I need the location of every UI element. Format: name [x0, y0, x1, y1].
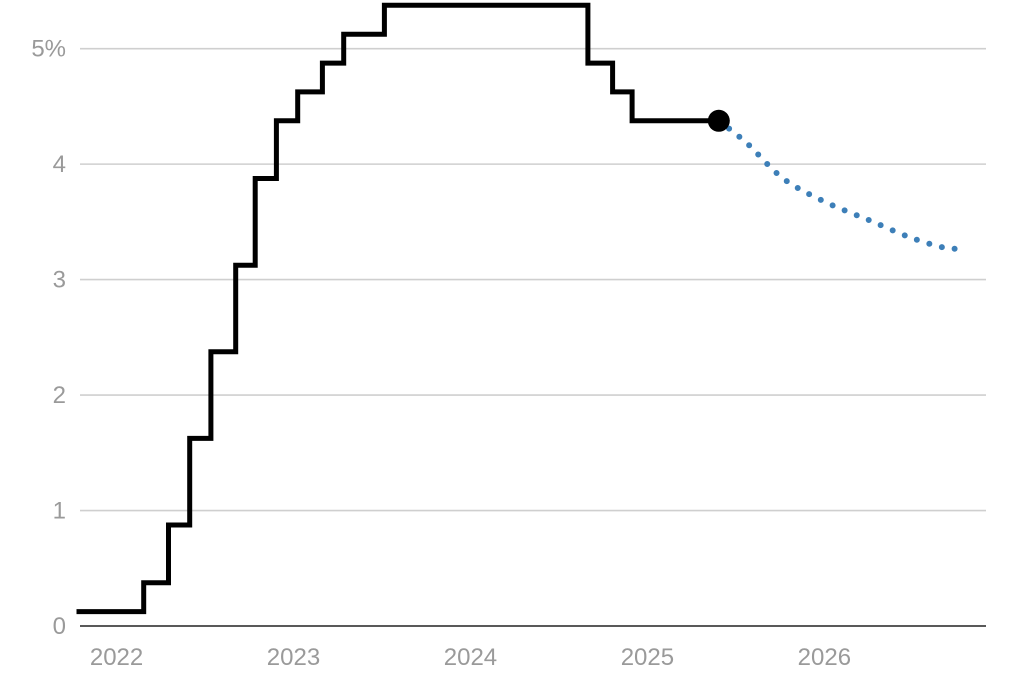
actual-rate-line: [76, 2, 719, 615]
x-tick-label-2022: 2022: [90, 644, 143, 671]
y-tick-label-4: 4: [53, 151, 66, 178]
y-tick-label-5: 5%: [31, 36, 66, 63]
gridlines: [80, 47, 986, 512]
latest-value-marker: [707, 109, 730, 132]
x-tick-label-2025: 2025: [621, 644, 674, 671]
y-axis-tick-labels: 0 1 2 3 4 5%: [31, 36, 66, 640]
x-tick-label-2023: 2023: [267, 644, 320, 671]
projected-rate-dotted-line: [715, 117, 959, 253]
y-tick-label-1: 1: [53, 498, 66, 525]
x-tick-label-2024: 2024: [444, 644, 497, 671]
x-tick-label-2026: 2026: [798, 644, 851, 671]
series-lines: [76, 2, 959, 615]
y-tick-label-0: 0: [53, 613, 66, 640]
y-tick-label-2: 2: [53, 382, 66, 409]
markers: [707, 109, 730, 132]
x-axis-tick-labels: 2022 2023 2024 2025 2026: [90, 644, 851, 671]
y-tick-label-3: 3: [53, 267, 66, 294]
